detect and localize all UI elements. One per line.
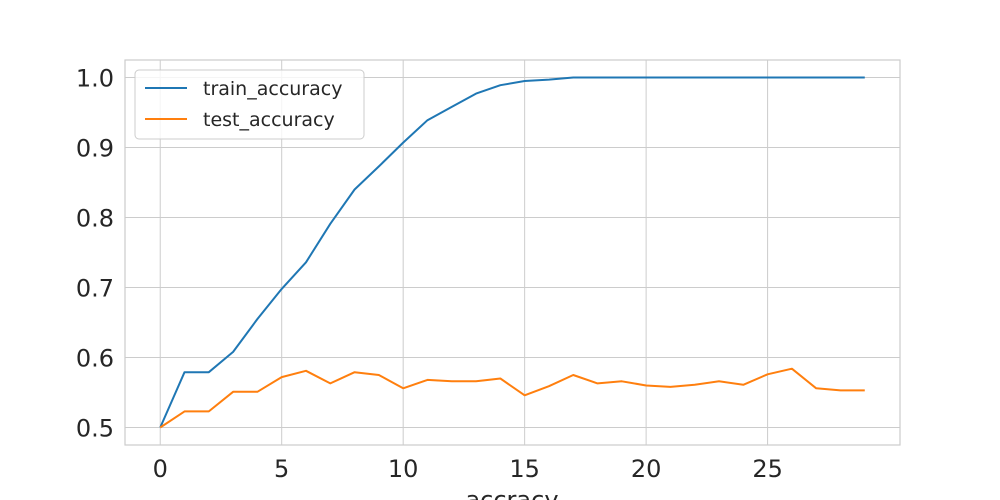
x-tick-label: 25 <box>752 455 783 483</box>
y-tick-label: 1.0 <box>76 65 114 93</box>
y-tick-label: 0.7 <box>76 275 114 303</box>
y-axis-ticks: 0.5 0.6 0.7 0.8 0.9 1.0 <box>76 65 114 443</box>
series-line-test-accuracy <box>159 367 865 429</box>
legend-label-train: train_accuracy <box>203 78 342 100</box>
x-axis-label: accracy <box>465 486 558 500</box>
series-line-train-accuracy <box>159 76 865 428</box>
plot-frame <box>124 59 901 446</box>
legend-box <box>134 69 365 140</box>
y-tick-label: 0.5 <box>76 415 114 443</box>
y-tick-label: 0.8 <box>76 205 114 233</box>
x-tick-label: 5 <box>274 455 289 483</box>
legend: train_accuracy test_accuracy <box>134 69 365 140</box>
x-tick-label: 15 <box>509 455 540 483</box>
x-axis-ticks: 0 5 10 15 20 25 <box>153 455 783 483</box>
x-tick-label: 20 <box>631 455 662 483</box>
series-lines <box>159 76 865 429</box>
x-tick-label: 0 <box>153 455 168 483</box>
y-tick-label: 0.9 <box>76 135 114 163</box>
x-tick-label: 10 <box>388 455 419 483</box>
y-tick-label: 0.6 <box>76 345 114 373</box>
legend-label-test: test_accuracy <box>203 109 335 131</box>
